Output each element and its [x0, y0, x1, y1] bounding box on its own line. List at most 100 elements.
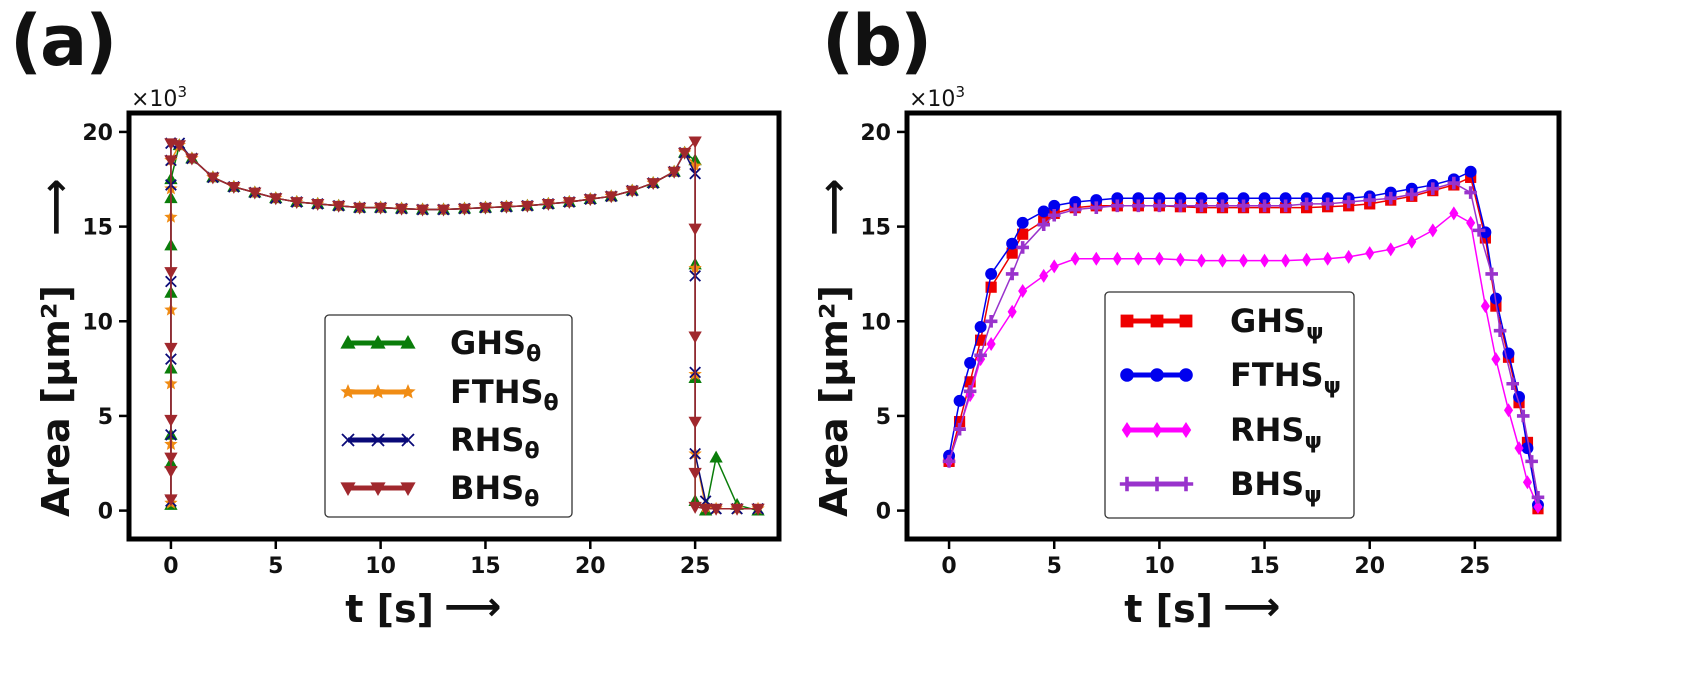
data-point: [1018, 283, 1028, 298]
legend-box: [1104, 291, 1355, 519]
data-point: [1302, 252, 1312, 267]
data-point: [1047, 208, 1061, 222]
data-point: [964, 376, 976, 388]
data-point: [1407, 234, 1417, 249]
x-tick-label: 10: [365, 554, 396, 579]
y-tick-label: 20: [860, 121, 891, 146]
data-point: [1386, 242, 1396, 257]
y-scale-exponent: 3: [955, 83, 965, 101]
legend-marker: [340, 335, 356, 349]
data-point: [1533, 499, 1543, 514]
data-point: [1426, 182, 1440, 196]
data-point: [1237, 192, 1250, 205]
legend-entry-fths: FTHSψ: [1120, 356, 1341, 399]
data-point: [1068, 203, 1082, 216]
y-axis-label: Area [μm²]: [812, 285, 856, 517]
legend-marker: [1179, 368, 1193, 382]
data-point: [311, 198, 325, 211]
y-tick-label: 0: [876, 500, 891, 525]
legend-label: GHSθ: [450, 324, 541, 367]
legend-subscript: θ: [544, 391, 559, 416]
data-point: [1363, 193, 1377, 207]
data-point: [1216, 192, 1229, 205]
data-point: [164, 342, 178, 355]
data-point: [1174, 192, 1187, 205]
data-point: [604, 191, 618, 204]
data-point: [1365, 246, 1375, 261]
legend-marker: [401, 433, 415, 447]
y-tick-label: 10: [82, 310, 113, 335]
y-tick-label: 20: [82, 121, 113, 146]
data-point: [953, 422, 966, 436]
data-point: [352, 202, 367, 215]
data-point: [269, 193, 283, 206]
data-point: [1153, 192, 1166, 205]
legend-marker: [370, 384, 386, 399]
x-tick-label: 5: [268, 554, 283, 579]
series-bhs: [164, 136, 765, 516]
y-axis-label: Area [μm²]: [34, 285, 78, 517]
legend-marker: [400, 335, 416, 349]
data-point: [1196, 253, 1207, 268]
data-point: [1472, 224, 1486, 237]
legend-marker: [1150, 314, 1164, 328]
data-point: [986, 336, 996, 351]
y-scale-multiplier: ×103: [131, 83, 187, 112]
legend-label: FTHSθ: [450, 373, 559, 416]
data-point: [1112, 251, 1122, 266]
x-axis-arrow: ⟶: [444, 584, 501, 630]
data-point: [436, 204, 451, 217]
data-point: [164, 494, 178, 507]
x-tick-label: 15: [470, 554, 501, 579]
data-point: [1153, 199, 1166, 213]
data-point: [974, 320, 987, 333]
data-point: [1259, 253, 1270, 268]
legend-marker: [1120, 314, 1134, 328]
data-point: [698, 503, 713, 516]
data-point: [1175, 252, 1185, 267]
y-tick-label: 15: [82, 216, 113, 241]
data-point: [1174, 199, 1187, 213]
legend-marker: [400, 384, 416, 399]
legend-subscript: θ: [526, 342, 541, 367]
data-point: [1279, 199, 1292, 213]
data-point: [206, 172, 220, 185]
y-axis-label-group: Area [μm²] ⟶: [33, 179, 79, 517]
legend-marker: [1149, 476, 1165, 492]
legend-marker: [400, 482, 416, 496]
data-point: [478, 202, 493, 215]
y-axis-arrow: ⟶: [811, 179, 857, 236]
y-tick-label: 10: [860, 310, 891, 335]
data-point: [1323, 251, 1333, 266]
data-point: [1281, 253, 1291, 268]
data-point: [1300, 197, 1313, 211]
data-point: [1017, 228, 1029, 240]
data-point: [1217, 253, 1228, 268]
data-point: [667, 166, 681, 179]
data-point: [625, 185, 639, 198]
data-point: [1480, 299, 1490, 314]
x-tick-label: 20: [1354, 554, 1385, 579]
data-point: [248, 187, 262, 200]
legend-marker: [341, 433, 355, 447]
data-point: [1279, 192, 1292, 205]
x-tick-label: 20: [575, 554, 606, 579]
data-point: [1154, 251, 1164, 266]
y-axis-label-group: Area [μm²] ⟶: [811, 179, 857, 517]
data-point: [953, 394, 966, 407]
legend-marker: [371, 433, 385, 447]
data-point: [1111, 192, 1124, 205]
data-point: [373, 202, 388, 215]
data-point: [677, 147, 692, 160]
data-point: [1503, 403, 1514, 418]
data-point: [1238, 253, 1249, 268]
data-point: [394, 203, 409, 216]
data-point: [688, 331, 702, 344]
legend-entry-ghs: GHSθ: [340, 324, 541, 367]
data-point: [1111, 199, 1124, 213]
data-point: [1321, 197, 1334, 211]
data-point: [562, 197, 576, 209]
